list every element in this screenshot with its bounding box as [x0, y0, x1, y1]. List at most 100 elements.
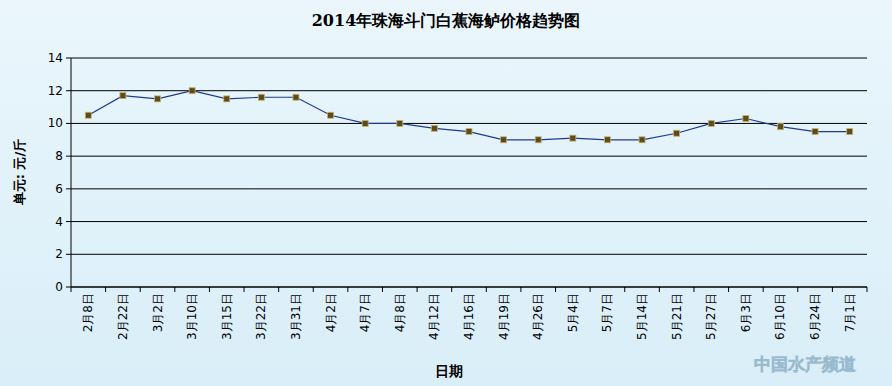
grid-line: [71, 221, 867, 222]
grid-line: [71, 156, 867, 157]
y-tick-label: 6: [55, 182, 63, 196]
grid-line: [71, 58, 867, 59]
marker: [743, 116, 749, 122]
y-axis-label: 单元: 元/斤: [12, 139, 27, 206]
x-tick: [382, 287, 383, 292]
y-tick: [66, 221, 71, 222]
marker: [431, 125, 437, 131]
x-tick-label: 4月16日: [462, 293, 476, 340]
x-tick-label: 3月31日: [289, 293, 303, 340]
x-tick-label: 7月1日: [843, 293, 857, 332]
x-tick-label: 5月27日: [704, 293, 718, 340]
grid-line: [71, 254, 867, 255]
x-tick: [105, 287, 106, 292]
marker: [570, 135, 576, 141]
x-tick-label: 3月10日: [185, 293, 199, 340]
marker: [258, 94, 264, 100]
x-tick-label: 4月8日: [393, 293, 407, 332]
marker: [639, 137, 645, 143]
marker: [777, 124, 783, 130]
x-tick-label: 4月26日: [531, 293, 545, 340]
x-axis: [71, 287, 867, 288]
marker: [362, 120, 368, 126]
x-tick: [520, 287, 521, 292]
x-tick: [797, 287, 798, 292]
y-tick: [66, 123, 71, 124]
marker: [466, 129, 472, 135]
x-tick: [659, 287, 660, 292]
marker: [674, 130, 680, 136]
x-tick: [693, 287, 694, 292]
x-tick: [174, 287, 175, 292]
x-tick: [278, 287, 279, 292]
y-tick-label: 2: [55, 247, 63, 261]
line: [88, 91, 849, 140]
x-tick: [71, 287, 72, 292]
marker: [708, 120, 714, 126]
x-tick: [347, 287, 348, 292]
x-tick-label: 6月3日: [739, 293, 753, 332]
x-tick: [555, 287, 556, 292]
x-tick-label: 2月22日: [116, 293, 130, 340]
x-tick: [832, 287, 833, 292]
x-tick-label: 3月2日: [151, 293, 165, 332]
plot-area: [85, 88, 852, 143]
x-tick: [140, 287, 141, 292]
x-tick-label: 5月7日: [600, 293, 614, 332]
marker: [155, 96, 161, 102]
marker: [120, 93, 126, 99]
x-tick: [728, 287, 729, 292]
y-tick: [66, 254, 71, 255]
marker: [293, 94, 299, 100]
y-tick-label: 10: [48, 116, 63, 130]
y-axis: [71, 58, 72, 287]
marker: [85, 112, 91, 118]
marker: [328, 112, 334, 118]
x-tick-label: 4月7日: [358, 293, 372, 332]
x-tick-label: 5月4日: [566, 293, 580, 332]
x-tick-label: 5月21日: [670, 293, 684, 340]
grid-line: [71, 123, 867, 124]
y-tick-label: 8: [55, 149, 63, 163]
x-axis-label: 日期: [435, 363, 463, 379]
marker: [224, 96, 230, 102]
x-tick: [209, 287, 210, 292]
x-tick-label: 3月15日: [220, 293, 234, 340]
marker: [604, 137, 610, 143]
x-tick-label: 4月12日: [427, 293, 441, 340]
x-tick: [244, 287, 245, 292]
marker: [189, 88, 195, 94]
y-tick: [66, 188, 71, 189]
grid-line: [71, 287, 867, 288]
x-tick-label: 2月8日: [81, 293, 95, 332]
title: 2014年珠海斗门白蕉海鲈价格趋势图: [312, 11, 581, 30]
y-tick: [66, 287, 71, 288]
grid-line: [71, 188, 867, 189]
marker: [397, 120, 403, 126]
x-tick: [590, 287, 591, 292]
x-tick: [763, 287, 764, 292]
chart: 2014年珠海斗门白蕉海鲈价格趋势图024681012142月8日2月22日3月…: [0, 0, 892, 386]
x-tick-label: 3月22日: [254, 293, 268, 340]
x-tick-label: 5月14日: [635, 293, 649, 340]
x-tick: [867, 287, 868, 292]
x-tick: [313, 287, 314, 292]
x-tick: [417, 287, 418, 292]
y-tick: [66, 58, 71, 59]
x-tick-label: 6月10日: [773, 293, 787, 340]
x-tick-label: 4月19日: [497, 293, 511, 340]
y-tick: [66, 156, 71, 157]
y-tick: [66, 90, 71, 91]
marker: [812, 129, 818, 135]
x-tick: [451, 287, 452, 292]
y-tick-label: 14: [48, 51, 63, 65]
marker: [501, 137, 507, 143]
watermark: 中国水产频道: [754, 354, 856, 374]
y-tick-label: 0: [55, 280, 63, 294]
y-tick-label: 12: [48, 84, 63, 98]
x-tick: [486, 287, 487, 292]
marker: [847, 129, 853, 135]
x-tick-label: 6月24日: [808, 293, 822, 340]
x-tick-label: 4月2日: [324, 293, 338, 332]
marker: [535, 137, 541, 143]
